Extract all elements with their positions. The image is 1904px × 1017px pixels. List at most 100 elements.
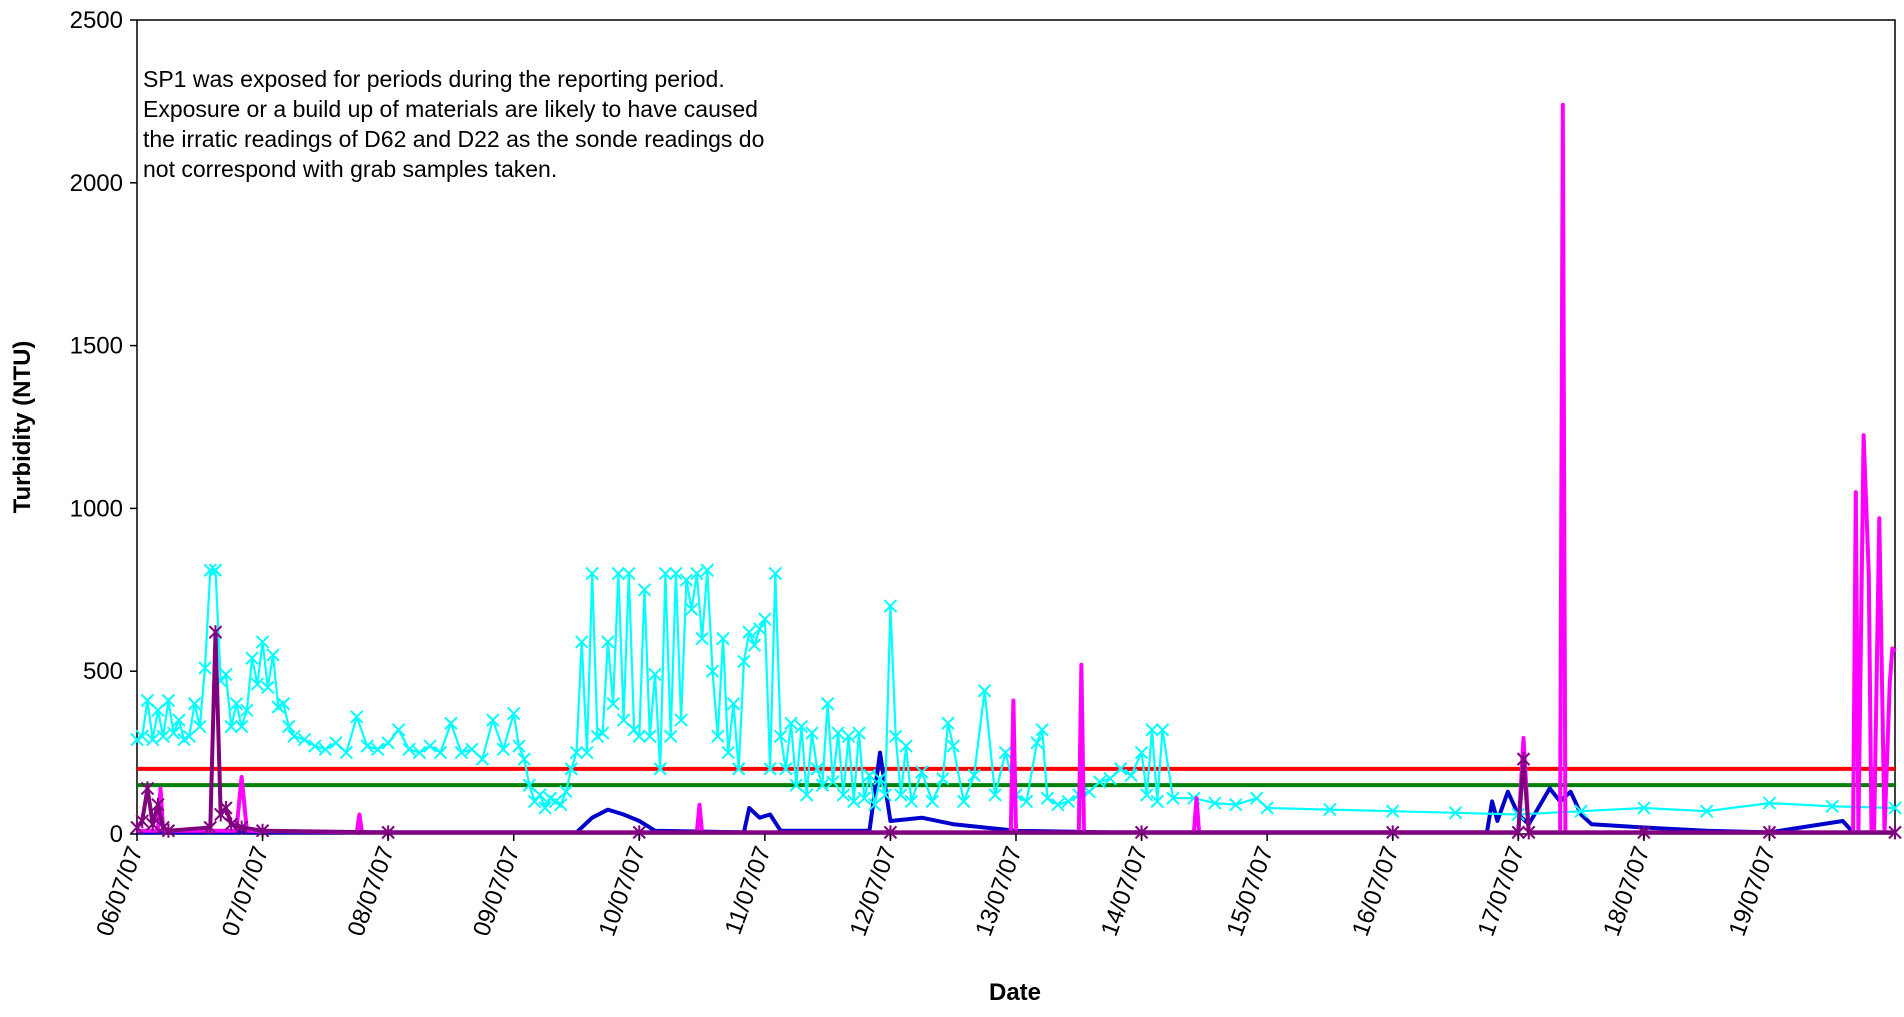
y-tick-label: 2500	[70, 7, 123, 34]
series-line	[136, 569, 1896, 816]
data-point-marker	[564, 762, 578, 776]
data-point-marker	[658, 566, 673, 581]
data-point-marker	[559, 784, 573, 799]
data-point-marker	[308, 739, 322, 753]
data-point-marker	[1093, 775, 1107, 789]
data-point-marker	[700, 563, 715, 577]
annotation-line-3: the irratic readings of D62 and D22 as t…	[143, 126, 764, 152]
data-point-marker	[1134, 745, 1149, 760]
data-point-marker	[1260, 801, 1274, 815]
data-point-marker	[287, 729, 301, 744]
data-point-marker	[1145, 723, 1159, 737]
data-point-marker	[240, 703, 254, 717]
data-point-marker	[726, 697, 741, 711]
data-point-marker	[151, 703, 165, 717]
data-point-marker	[569, 745, 584, 760]
data-point-marker	[538, 801, 552, 815]
data-point-marker	[140, 781, 155, 796]
data-point-marker	[747, 638, 762, 652]
data-point-marker	[862, 768, 877, 783]
data-point-marker	[1030, 736, 1044, 750]
data-point-marker	[648, 667, 662, 682]
data-point-marker	[841, 729, 856, 744]
data-point-marker	[622, 566, 636, 581]
data-point-marker	[182, 729, 197, 744]
data-point-marker	[1516, 752, 1531, 767]
data-point-marker	[224, 817, 238, 832]
data-point-marker	[360, 739, 374, 753]
data-point-marker	[637, 583, 652, 597]
data-point-marker	[1155, 723, 1170, 737]
data-point-marker	[1103, 771, 1117, 786]
data-point-marker	[868, 797, 882, 812]
data-point-marker	[151, 797, 165, 812]
data-point-marker	[1825, 799, 1839, 814]
data-point-marker	[721, 745, 735, 760]
data-point-marker	[250, 677, 265, 691]
data-point-marker	[789, 778, 803, 792]
data-point-marker	[1229, 797, 1243, 812]
data-point-marker	[1448, 806, 1463, 820]
data-point-marker	[433, 745, 448, 760]
data-point-marker	[234, 820, 249, 835]
data-point-marker	[496, 742, 510, 757]
data-point-marker	[423, 739, 437, 753]
data-point-marker	[255, 635, 270, 649]
data-point-marker	[1113, 762, 1128, 776]
data-point-marker	[784, 716, 798, 731]
data-point-marker	[616, 713, 631, 727]
data-point-marker	[857, 791, 871, 805]
data-point-marker	[752, 622, 767, 636]
data-point-marker	[878, 788, 892, 802]
data-point-marker	[318, 742, 333, 757]
data-point-marker	[1323, 802, 1337, 817]
data-point-marker	[915, 765, 929, 779]
data-point-marker	[486, 713, 500, 727]
data-point-marker	[758, 612, 772, 626]
data-point-marker	[522, 778, 537, 792]
data-point-marker	[894, 788, 908, 802]
data-point-marker	[800, 788, 814, 802]
data-point-marker	[601, 635, 615, 649]
chart-annotation: SP1 was exposed for periods during the r…	[143, 66, 764, 182]
data-point-marker	[350, 710, 364, 724]
data-point-marker	[1699, 804, 1714, 818]
data-point-marker	[998, 745, 1013, 760]
data-point-marker	[977, 684, 992, 698]
y-tick-label: 2000	[70, 170, 123, 197]
data-point-marker	[763, 762, 777, 776]
data-point-marker	[988, 788, 1002, 802]
data-point-marker	[339, 745, 353, 760]
data-point-marker	[208, 625, 223, 640]
data-point-marker	[925, 794, 939, 809]
data-point-marker	[517, 752, 531, 766]
data-point-marker	[224, 719, 238, 734]
data-point-marker	[742, 625, 756, 639]
x-axis-title: Date	[989, 979, 1041, 1006]
data-point-marker	[245, 651, 259, 665]
data-point-marker	[779, 762, 793, 776]
data-point-marker	[684, 602, 699, 617]
data-point-marker	[282, 719, 296, 734]
data-point-marker	[805, 726, 819, 740]
data-point-marker	[768, 566, 783, 581]
data-point-marker	[695, 631, 709, 646]
data-point-marker	[512, 739, 526, 753]
data-point-marker	[826, 775, 840, 789]
data-point-marker	[444, 716, 458, 731]
data-point-marker	[967, 768, 981, 783]
data-point-marker	[580, 745, 594, 760]
data-point-marker	[820, 697, 835, 711]
data-point-marker	[187, 697, 202, 711]
data-point-marker	[381, 736, 395, 750]
data-point-marker	[198, 661, 212, 675]
data-point-marker	[836, 788, 851, 802]
data-point-marker	[611, 566, 626, 581]
data-point-marker	[1888, 801, 1902, 815]
data-point-marker	[208, 563, 223, 577]
data-point-marker	[1249, 791, 1264, 805]
data-point-marker	[606, 697, 620, 711]
